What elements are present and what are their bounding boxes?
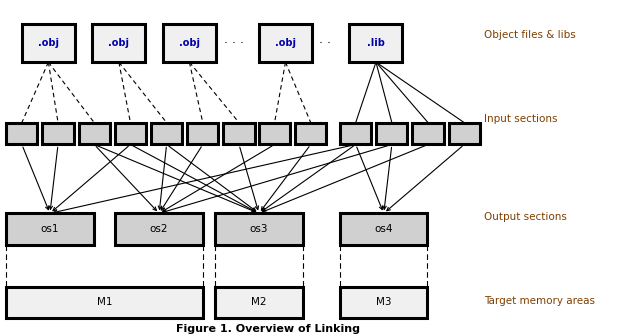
Bar (412, 123, 444, 144)
Bar (6, 123, 37, 144)
Text: os2: os2 (150, 224, 168, 234)
Text: .lib: .lib (367, 38, 385, 48)
Text: M2: M2 (251, 297, 266, 307)
Bar (259, 24, 312, 62)
Text: .obj: .obj (109, 38, 129, 48)
Bar (340, 123, 371, 144)
Text: Input sections: Input sections (484, 114, 557, 124)
Bar (6, 213, 94, 245)
Text: Target memory areas: Target memory areas (484, 296, 595, 306)
Bar (259, 123, 290, 144)
Text: .obj: .obj (38, 38, 59, 48)
Text: os4: os4 (374, 224, 393, 234)
Bar (215, 287, 303, 318)
Text: · · ·: · · · (311, 37, 331, 50)
Bar (215, 213, 303, 245)
Text: .obj: .obj (275, 38, 296, 48)
Bar (223, 123, 255, 144)
Text: Figure 1. Overview of Linking: Figure 1. Overview of Linking (177, 324, 360, 334)
Text: Object files & libs: Object files & libs (484, 30, 575, 40)
Text: M3: M3 (376, 297, 391, 307)
Text: os3: os3 (250, 224, 268, 234)
Bar (449, 123, 480, 144)
Bar (340, 213, 427, 245)
Text: · · ·: · · · (224, 37, 244, 50)
Bar (187, 123, 218, 144)
Bar (151, 123, 182, 144)
Bar (163, 24, 216, 62)
Bar (6, 287, 203, 318)
Bar (349, 24, 402, 62)
Bar (295, 123, 326, 144)
Bar (42, 123, 74, 144)
Bar (115, 213, 203, 245)
Bar (92, 24, 145, 62)
Text: M1: M1 (97, 297, 112, 307)
Bar (79, 123, 110, 144)
Bar (376, 123, 407, 144)
Bar (115, 123, 146, 144)
Text: Output sections: Output sections (484, 212, 567, 222)
Bar (340, 287, 427, 318)
Text: .obj: .obj (179, 38, 200, 48)
Bar (22, 24, 75, 62)
Text: os1: os1 (41, 224, 59, 234)
